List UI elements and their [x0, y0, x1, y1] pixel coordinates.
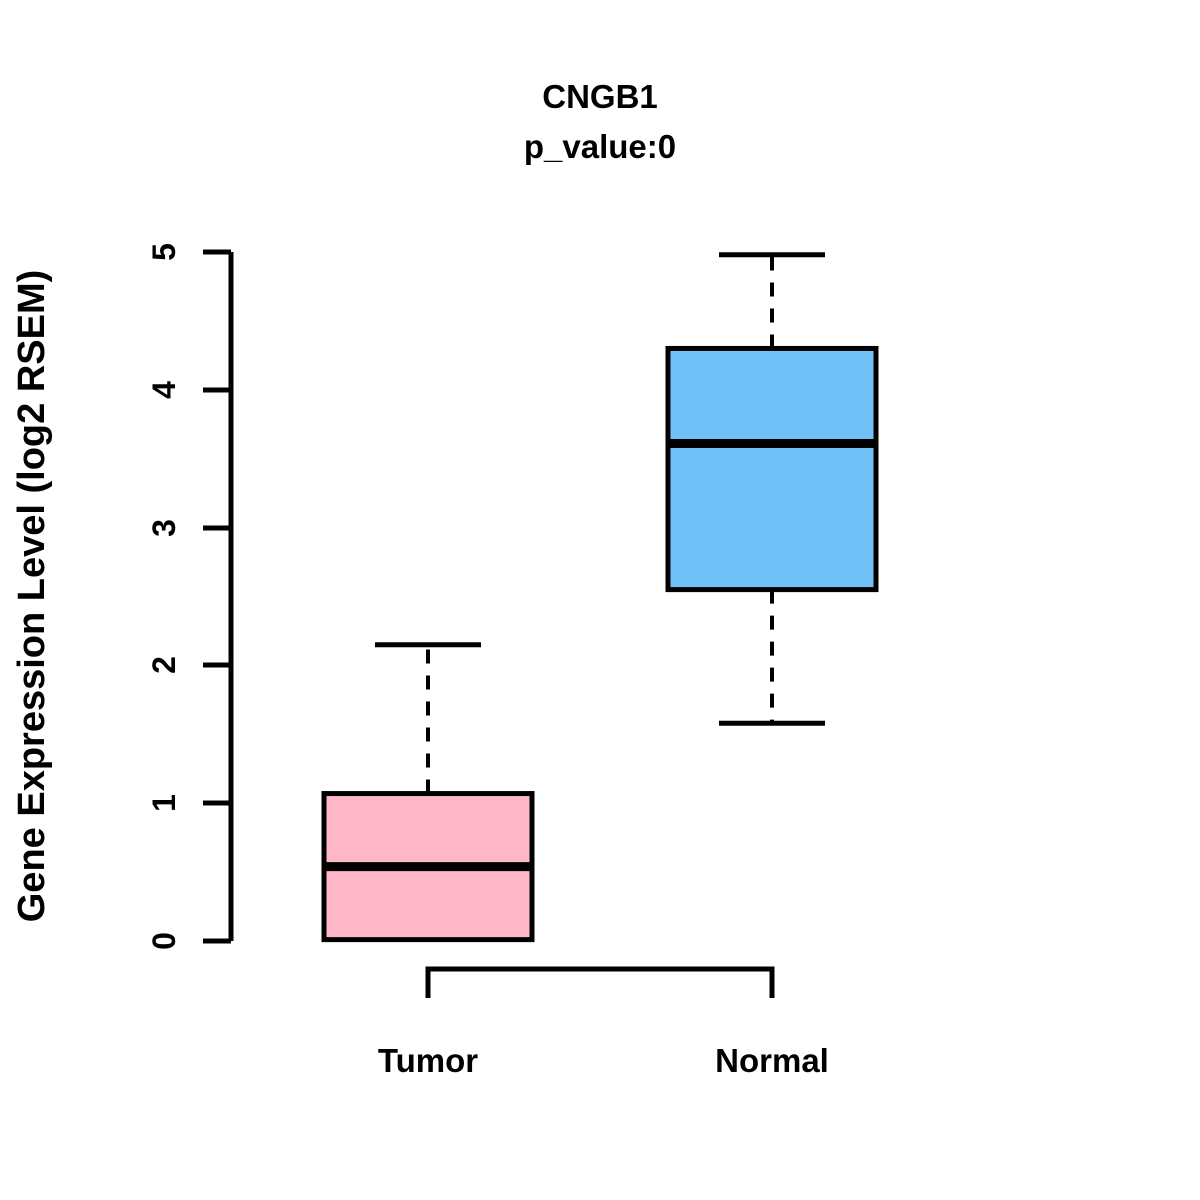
y-tick-label-2: 2: [146, 656, 182, 674]
y-tick-label-0: 0: [146, 932, 182, 950]
normal-box-rect[interactable]: [665, 345, 879, 593]
y-tick-label-1: 1: [146, 794, 182, 812]
y-tick-label-4: 4: [146, 381, 182, 399]
y-axis-title: Gene Expression Level (log2 RSEM): [11, 270, 53, 923]
chart-title: CNGB1: [542, 78, 658, 115]
x-axis-bracket: [425, 966, 775, 998]
chart-subtitle: p_value:0: [524, 128, 676, 165]
box-group-normal[interactable]: [665, 252, 879, 726]
box-group-tumor[interactable]: [321, 642, 535, 943]
y-tick-label-3: 3: [146, 519, 182, 537]
y-tick-label-5: 5: [146, 243, 182, 261]
x-label-normal: Normal: [715, 1042, 829, 1079]
x-label-tumor: Tumor: [378, 1042, 478, 1079]
